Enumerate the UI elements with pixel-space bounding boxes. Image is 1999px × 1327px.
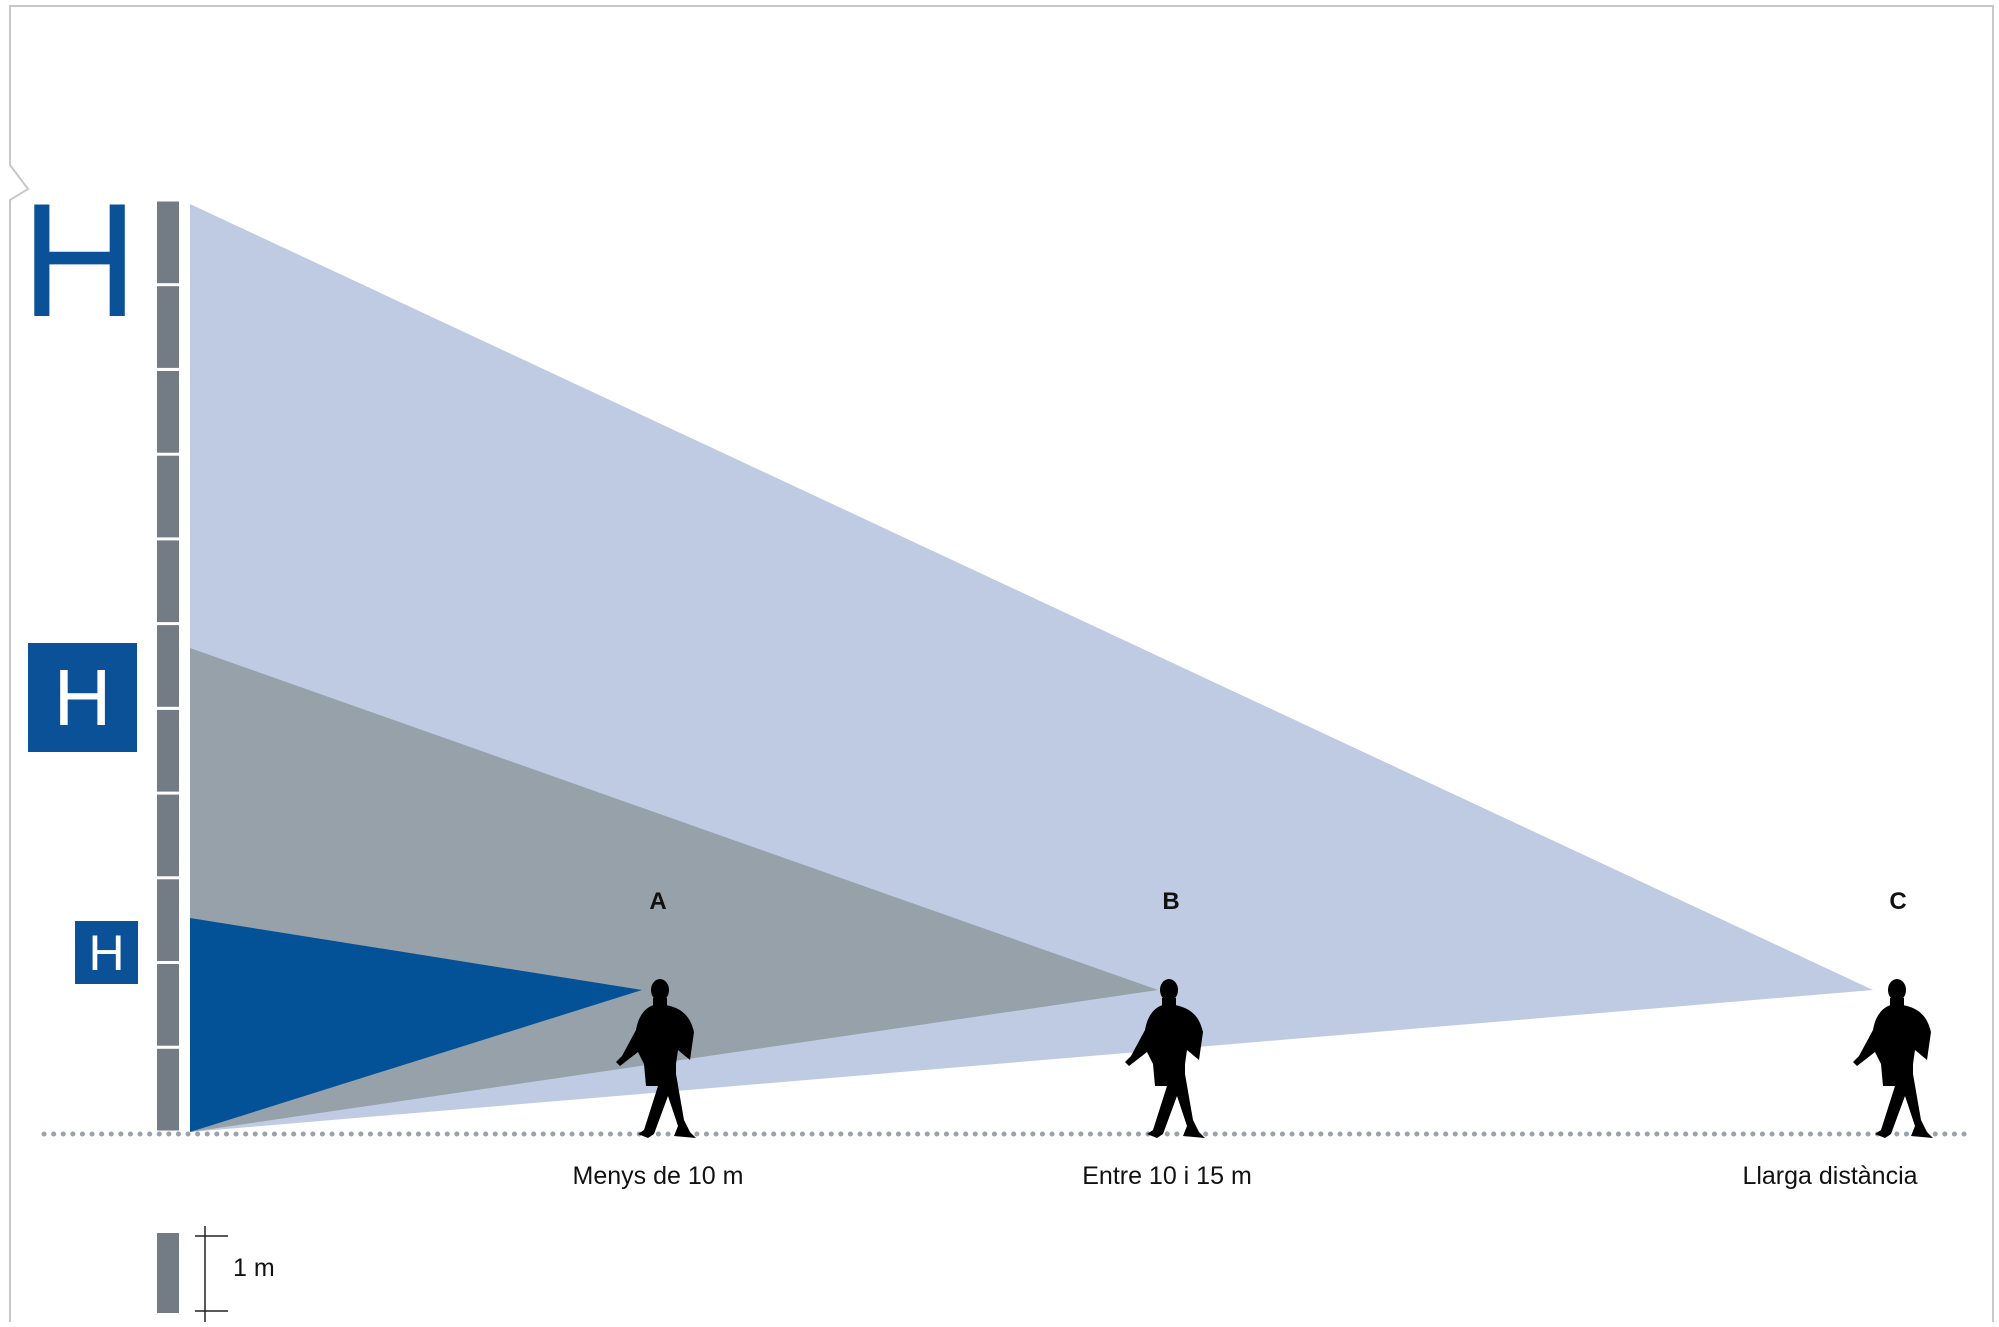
pillar-segment [157, 540, 179, 623]
pillar-segment [157, 964, 179, 1046]
scale-label: 1 m [233, 1254, 275, 1282]
pillar-segment [157, 286, 179, 368]
pillar-segment [157, 625, 179, 707]
page-frame [9, 5, 1994, 1322]
sign-large-h: H [21, 169, 138, 351]
sign-small-h: H [75, 921, 138, 984]
scale-legend [157, 1226, 228, 1322]
pillar-segment [157, 371, 179, 453]
pillar-segment [157, 201, 179, 284]
cone-short-distance [190, 918, 642, 1132]
walker-label-b: B [1162, 888, 1180, 915]
pillar-segment [157, 879, 179, 961]
distance-label-c: Llarga distància [1742, 1162, 1918, 1190]
walker-label-c: C [1889, 888, 1907, 915]
sign-medium-h: H [28, 643, 137, 752]
pillar-segment [157, 709, 179, 792]
walker-label-a: A [649, 888, 667, 915]
distance-label-a: Menys de 10 m [572, 1162, 744, 1190]
scale-pillar-segment [157, 1233, 179, 1313]
walking-person-icon-c [1853, 979, 1933, 1138]
distance-label-b: Entre 10 i 15 m [1082, 1162, 1252, 1190]
pillar-segment [157, 794, 179, 877]
pillar-segment [157, 455, 179, 538]
height-pillar [157, 201, 179, 1131]
pillar-segment [157, 1048, 179, 1131]
